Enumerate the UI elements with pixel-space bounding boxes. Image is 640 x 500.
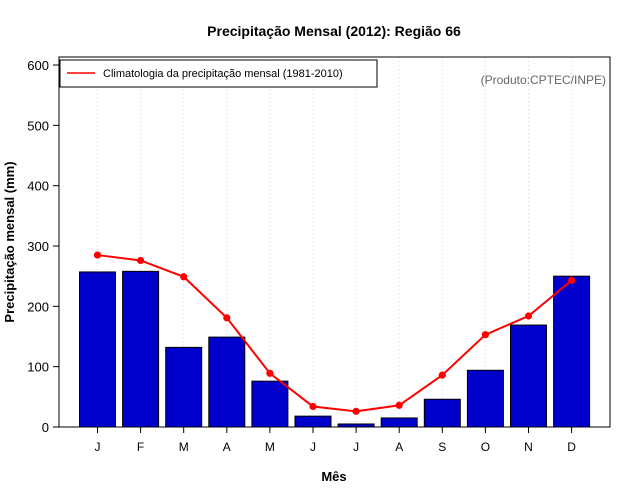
y-tick-label: 400 — [27, 179, 49, 194]
climatology-point-12 — [568, 276, 576, 284]
climatology-point-9 — [438, 371, 446, 379]
bar-4 — [208, 336, 246, 428]
bar-10 — [466, 369, 504, 428]
climatology-point-1 — [93, 251, 102, 259]
x-tick-label: M — [265, 440, 275, 454]
bar-12 — [553, 275, 591, 428]
y-tick-label: 100 — [27, 360, 49, 375]
x-axis-label: Mês — [321, 469, 346, 484]
plot-frame — [58, 56, 611, 428]
bar-8 — [380, 417, 418, 428]
chart-title: Precipitação Mensal (2012): Região 66 — [207, 23, 461, 39]
bar-6 — [294, 415, 332, 428]
bar-2 — [122, 270, 160, 428]
climatology-point-10 — [481, 331, 489, 339]
climatology-point-11 — [524, 312, 533, 320]
x-tick-label: M — [179, 440, 189, 454]
x-tick-label: O — [481, 440, 490, 454]
legend-entry: Climatologia da precipitação mensal (198… — [103, 68, 343, 80]
climatology-line — [97, 254, 573, 413]
climatology-point-3 — [180, 273, 188, 281]
legend-box — [59, 59, 378, 88]
bars-group — [79, 270, 591, 428]
climatology-point-4 — [223, 314, 231, 322]
x-tick-label: F — [137, 440, 144, 454]
x-tick-label: J — [310, 440, 316, 454]
bar-3 — [165, 346, 203, 428]
y-tick-label: 600 — [27, 58, 49, 73]
source-annotation: (Produto:CPTEC/INPE) — [481, 73, 606, 87]
bar-11 — [510, 324, 547, 428]
bar-1 — [79, 271, 116, 428]
y-tick-label: 0 — [42, 420, 49, 435]
y-axis-label: Precipitação mensal (mm) — [2, 161, 17, 322]
x-tick-label: A — [395, 440, 403, 454]
climatology-point-7 — [352, 407, 360, 415]
climatology-point-8 — [395, 401, 403, 409]
bar-9 — [423, 398, 461, 428]
y-tick-label: 500 — [27, 118, 49, 133]
bar-5 — [251, 380, 289, 428]
x-tick-label: N — [524, 440, 533, 454]
x-tick-label: A — [223, 440, 231, 454]
x-tick-label: D — [567, 440, 576, 454]
climatology-line-group — [93, 251, 576, 415]
climatology-point-2 — [137, 256, 145, 265]
x-tick-label: S — [438, 440, 446, 454]
x-tick-label: J — [95, 440, 101, 454]
y-axis: 0 100 200 300 400 500 600 — [27, 58, 59, 435]
y-tick-label: 300 — [27, 239, 49, 254]
climatology-point-6 — [309, 402, 317, 411]
legend: Climatologia da precipitação mensal (198… — [59, 59, 378, 88]
x-tick-label: J — [353, 440, 359, 454]
climatology-point-5 — [266, 369, 274, 377]
y-tick-label: 200 — [27, 299, 49, 314]
